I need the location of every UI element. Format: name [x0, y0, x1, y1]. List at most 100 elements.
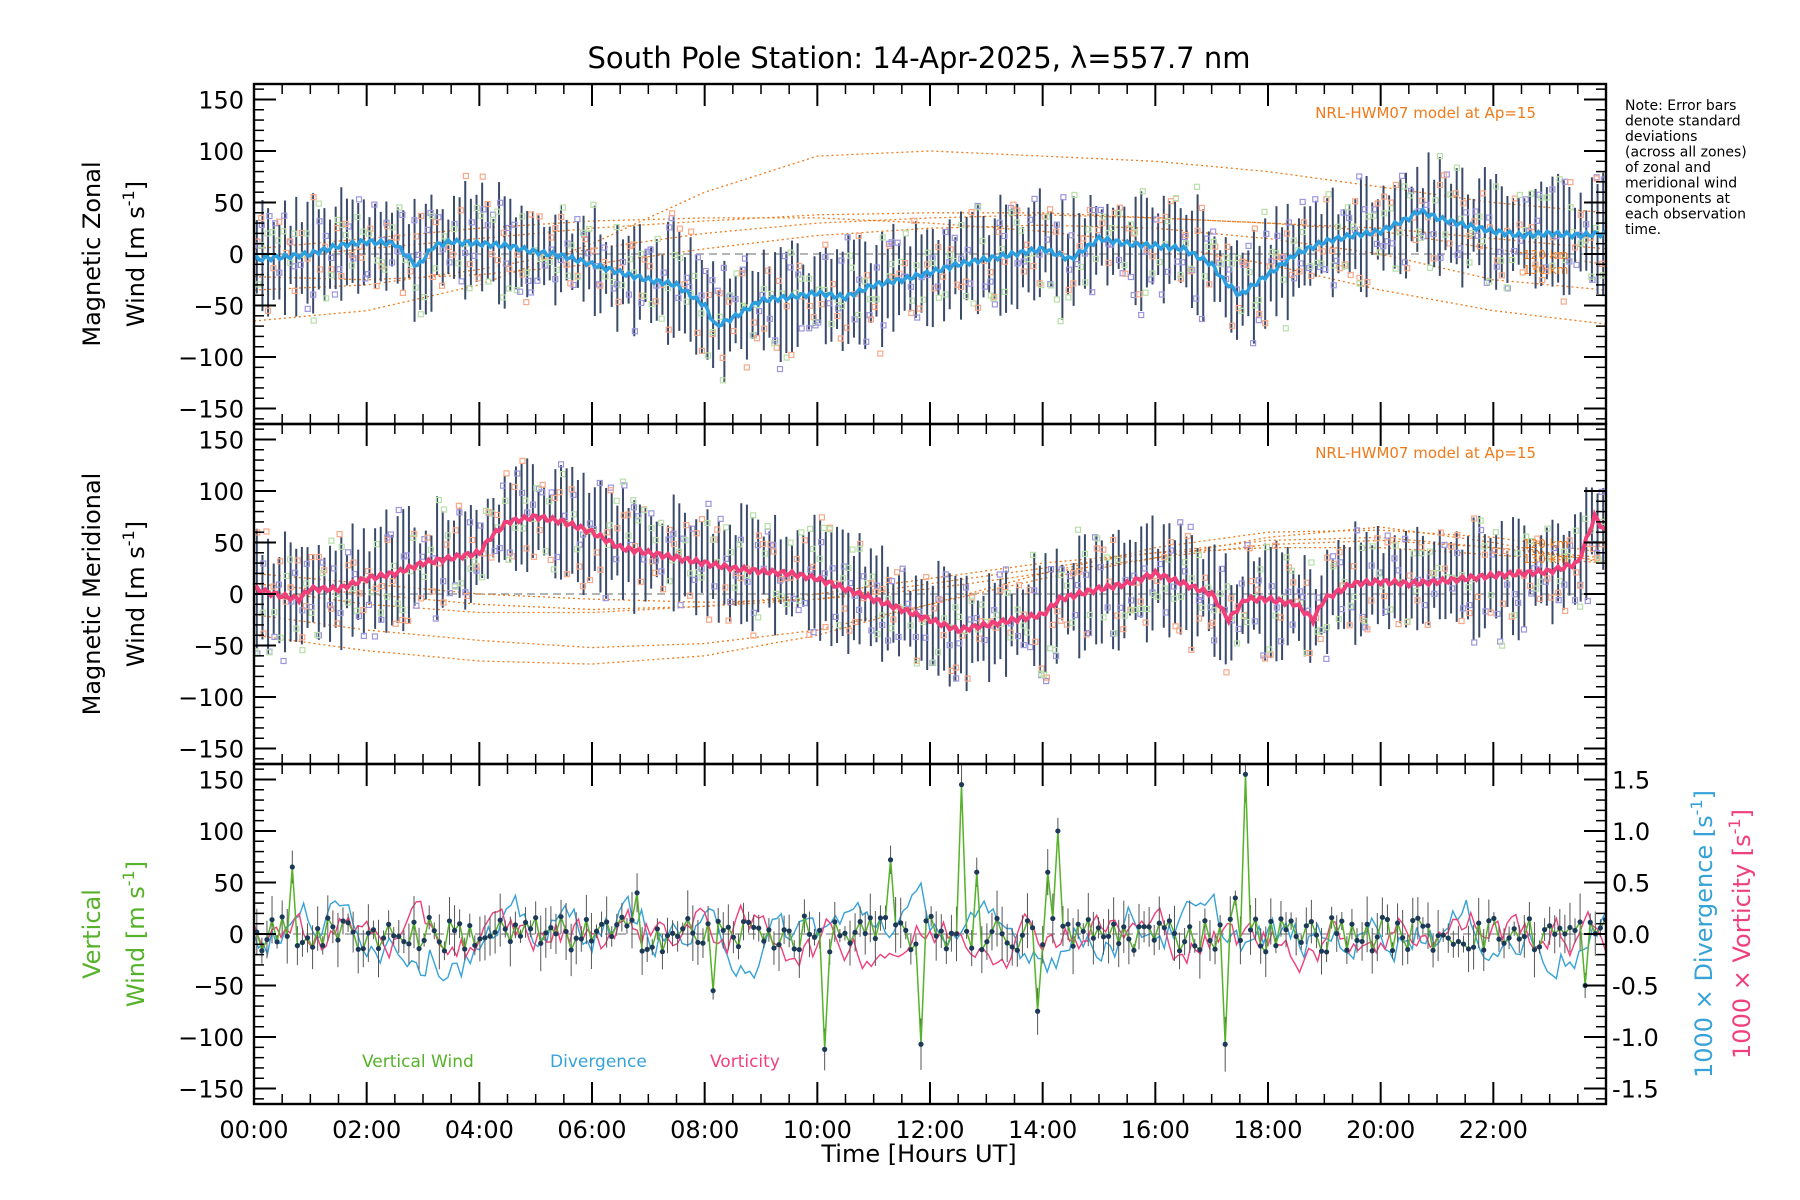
- scatter-point: [471, 558, 478, 565]
- vertical-wind-point: [1344, 947, 1350, 953]
- scatter-point: [383, 219, 390, 226]
- scatter-point: [1032, 638, 1039, 645]
- vertical-wind-point: [1222, 1041, 1228, 1047]
- scatter-point: [1065, 266, 1073, 273]
- scatter-point: [1491, 547, 1499, 555]
- scatter-point: [934, 649, 942, 656]
- scatter-point: [539, 489, 546, 496]
- scatter-point: [293, 625, 300, 632]
- scatter-point: [809, 545, 817, 552]
- scatter-point: [863, 272, 870, 279]
- scatter-point: [477, 522, 484, 529]
- scatter-point: [686, 570, 694, 577]
- scatter-point: [1262, 320, 1269, 327]
- scatter-point: [523, 269, 530, 276]
- vertical-wind-point: [791, 946, 797, 952]
- vertical-wind-point: [664, 932, 671, 939]
- vertical-wind-point: [1465, 946, 1472, 952]
- vertical-wind-point: [553, 931, 559, 937]
- vertical-wind-point: [669, 930, 676, 936]
- scatter-point: [1001, 288, 1009, 295]
- scatter-point: [851, 316, 858, 323]
- scatter-point: [333, 225, 341, 232]
- scatter-point: [1154, 577, 1161, 584]
- scatter-point: [1373, 240, 1381, 247]
- y-tick-label: 50: [213, 189, 244, 217]
- scatter-point: [1350, 563, 1358, 570]
- scatter-point: [805, 275, 812, 282]
- panel-0-data: [254, 150, 1606, 384]
- scatter-point: [1466, 602, 1473, 609]
- scatter-point: [962, 584, 970, 591]
- vertical-wind-point: [690, 930, 696, 936]
- scatter-point: [1560, 298, 1567, 305]
- legend-vertical-wind: Vertical Wind: [362, 1052, 474, 1072]
- scatter-point: [525, 277, 532, 284]
- scatter-point: [1137, 598, 1144, 605]
- scatter-point: [821, 286, 828, 294]
- scatter-point: [1224, 583, 1231, 590]
- scatter-point: [957, 283, 965, 291]
- scatter-point: [559, 471, 567, 478]
- vertical-wind-point: [441, 948, 448, 954]
- scatter-point: [1138, 311, 1145, 319]
- scatter-point: [792, 289, 799, 296]
- scatter-point: [1458, 617, 1465, 625]
- scatter-point: [1418, 544, 1425, 551]
- x-tick-label: 18:00: [1233, 1116, 1302, 1144]
- scatter-point: [411, 530, 418, 538]
- vertical-wind-point: [1384, 916, 1391, 923]
- scatter-point: [1182, 231, 1189, 239]
- scatter-point: [1511, 591, 1518, 598]
- scatter-point: [1030, 262, 1037, 270]
- scatter-point: [884, 637, 892, 644]
- y-tick-label: 50: [213, 529, 244, 557]
- scatter-point: [1306, 649, 1313, 657]
- scatter-point: [1128, 597, 1135, 604]
- scatter-point: [975, 204, 982, 211]
- scatter-point: [1255, 577, 1262, 584]
- scatter-point: [1381, 210, 1388, 217]
- scatter-point: [479, 173, 486, 180]
- vertical-wind-point: [1597, 925, 1603, 931]
- scatter-point: [1522, 226, 1529, 234]
- scatter-point: [1105, 259, 1112, 266]
- scatter-point: [1449, 585, 1456, 592]
- scatter-point: [328, 254, 335, 261]
- scatter-point: [624, 511, 632, 518]
- scatter-point: [694, 329, 701, 336]
- scatter-point: [1256, 310, 1263, 318]
- vertical-wind-point: [1237, 937, 1243, 943]
- vertical-wind-point: [624, 923, 630, 929]
- scatter-point: [1346, 214, 1353, 222]
- scatter-point: [494, 511, 501, 519]
- vertical-wind-point: [1329, 915, 1335, 921]
- vertical-wind-point: [827, 949, 833, 955]
- scatter-point: [315, 553, 322, 561]
- scatter-point: [1299, 198, 1306, 206]
- y-tick-label: −100: [178, 344, 244, 372]
- vertical-wind-point: [796, 946, 802, 953]
- vertical-wind-point: [1095, 925, 1102, 931]
- scatter-point: [1526, 582, 1534, 589]
- vertical-wind-point: [928, 913, 934, 919]
- scatter-point: [548, 489, 555, 496]
- scatter-point: [484, 200, 491, 208]
- scatter-point: [407, 268, 414, 275]
- scatter-point: [995, 228, 1002, 235]
- scatter-point: [1289, 621, 1296, 628]
- scatter-point: [1177, 593, 1185, 600]
- scatter-point: [867, 296, 874, 303]
- scatter-point: [520, 525, 527, 532]
- vertical-wind-point: [1273, 943, 1279, 949]
- scatter-point: [1065, 286, 1072, 294]
- scatter-point: [308, 603, 315, 611]
- scatter-point: [912, 633, 919, 641]
- scatter-point: [1251, 302, 1259, 309]
- scatter-point: [1571, 597, 1579, 604]
- scatter-point: [888, 577, 896, 585]
- vertical-wind-point: [730, 934, 736, 940]
- scatter-point: [1176, 627, 1183, 634]
- scatter-point: [336, 266, 343, 273]
- scatter-point: [869, 573, 876, 580]
